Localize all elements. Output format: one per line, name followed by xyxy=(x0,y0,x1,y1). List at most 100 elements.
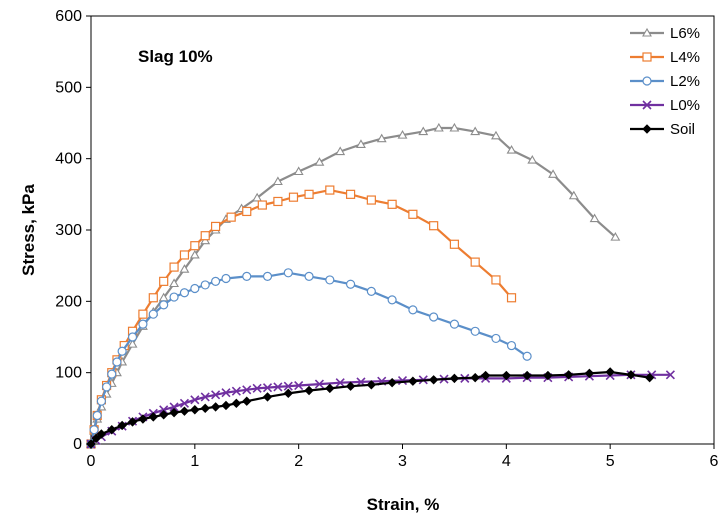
data-point-soil xyxy=(501,370,512,381)
data-point-l6 xyxy=(568,190,579,200)
data-point-l4 xyxy=(190,241,200,251)
data-point-soil xyxy=(644,372,655,383)
data-point-l6 xyxy=(397,130,408,139)
data-point-l0 xyxy=(252,383,262,393)
legend: L6% L4% L2% L0% Soil xyxy=(630,25,700,138)
data-point-l2 xyxy=(138,319,148,329)
data-point-l4 xyxy=(429,221,439,231)
legend-item-l2: L2% xyxy=(630,73,700,90)
data-point-l4 xyxy=(148,293,158,303)
data-point-soil xyxy=(428,375,439,385)
data-point-l6 xyxy=(127,339,138,348)
data-point-l0 xyxy=(335,378,345,388)
data-point-l2 xyxy=(148,309,158,319)
data-point-l0 xyxy=(221,388,231,398)
data-point-l4 xyxy=(491,275,501,285)
x-tick-label: 5 xyxy=(606,453,615,470)
legend-item-l6: L6% xyxy=(630,25,700,42)
data-point-l2 xyxy=(159,300,169,310)
data-point-l2 xyxy=(522,351,532,361)
data-point-l2 xyxy=(96,396,106,406)
legend-marker-l0 xyxy=(642,100,652,110)
data-point-l2 xyxy=(262,271,273,281)
data-point-soil xyxy=(408,376,418,386)
plot-area xyxy=(86,122,675,449)
data-point-l6 xyxy=(527,154,538,164)
data-point-l2 xyxy=(190,283,200,294)
series-soil xyxy=(86,367,655,449)
data-point-soil xyxy=(345,381,356,391)
data-point-soil xyxy=(96,429,107,439)
data-point-soil xyxy=(449,373,460,384)
data-point-l2 xyxy=(325,275,335,285)
data-point-l6 xyxy=(610,232,621,241)
legend-marker-soil xyxy=(642,124,652,134)
data-point-l2 xyxy=(92,410,102,421)
data-point-l0 xyxy=(200,392,210,402)
data-point-l0 xyxy=(242,385,252,395)
data-point-soil xyxy=(200,403,210,414)
data-point-l4 xyxy=(257,200,267,210)
data-point-l2 xyxy=(283,268,293,278)
data-point-l0 xyxy=(294,380,304,391)
data-point-l4 xyxy=(408,209,418,219)
series-line-l0 xyxy=(90,373,671,445)
data-point-l4 xyxy=(242,206,252,217)
data-point-soil xyxy=(179,406,190,416)
data-point-l6 xyxy=(376,133,387,143)
legend-marker-l6 xyxy=(642,27,652,37)
data-point-l4 xyxy=(288,192,299,202)
data-point-l2 xyxy=(169,292,179,302)
legend-label-l2: L2% xyxy=(670,73,700,90)
data-point-l6 xyxy=(189,249,200,259)
data-point-soil xyxy=(148,412,159,422)
data-point-l4 xyxy=(470,257,480,267)
data-point-soil xyxy=(470,372,480,383)
data-point-l0 xyxy=(665,370,675,380)
y-axis-title: Stress, kPa xyxy=(19,184,38,276)
data-point-soil xyxy=(584,368,595,379)
y-tick-label: 500 xyxy=(55,79,82,96)
data-point-soil xyxy=(86,439,96,449)
data-point-soil xyxy=(325,383,335,394)
data-point-l6 xyxy=(548,169,559,178)
data-point-soil xyxy=(605,367,615,377)
data-point-soil xyxy=(221,400,231,411)
x-tick-label: 6 xyxy=(710,453,719,470)
data-point-l6 xyxy=(293,166,304,176)
data-point-l0 xyxy=(283,381,293,391)
data-point-l4 xyxy=(179,250,190,260)
data-point-l4 xyxy=(200,231,210,241)
data-point-l2 xyxy=(345,279,356,289)
data-point-l2 xyxy=(200,280,210,290)
data-point-l4 xyxy=(449,239,460,249)
data-point-l6 xyxy=(433,122,444,132)
data-point-soil xyxy=(242,396,252,406)
data-point-l4 xyxy=(506,293,517,303)
data-point-soil xyxy=(117,420,127,431)
data-point-l2 xyxy=(366,286,376,296)
data-point-l6 xyxy=(179,264,190,273)
x-tick-label: 3 xyxy=(398,453,407,470)
y-tick-label: 400 xyxy=(55,151,82,168)
data-point-l2 xyxy=(470,326,480,336)
data-point-l0 xyxy=(169,402,179,412)
data-point-l6 xyxy=(252,192,263,202)
legend-item-l4: L4% xyxy=(630,49,700,66)
data-point-l2 xyxy=(89,425,99,435)
axes xyxy=(86,15,715,449)
y-tick-label: 600 xyxy=(55,8,82,25)
data-point-l2 xyxy=(117,346,127,356)
data-point-l2 xyxy=(127,332,138,342)
data-point-l2 xyxy=(211,276,221,286)
legend-marker-l4 xyxy=(642,52,652,62)
chart-annotation: Slag 10% xyxy=(138,47,213,66)
data-point-l0 xyxy=(273,382,283,392)
data-point-soil xyxy=(231,398,242,409)
data-point-l4 xyxy=(138,309,148,319)
data-point-l4 xyxy=(273,196,283,207)
data-point-l4 xyxy=(325,185,335,195)
data-point-l2 xyxy=(304,271,314,281)
legend-label-l0: L0% xyxy=(670,97,700,114)
